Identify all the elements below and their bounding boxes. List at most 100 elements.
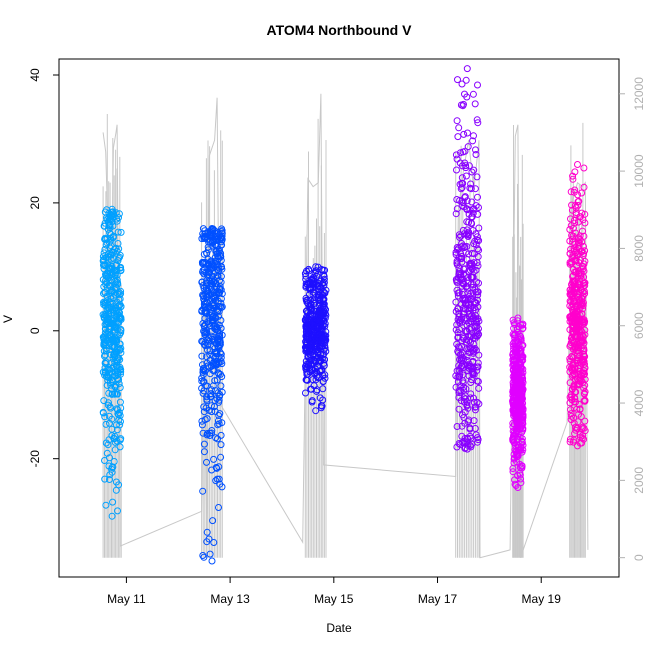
data-point [569,273,577,280]
data-point [206,429,214,437]
data-point [200,440,208,448]
data-point [514,314,522,322]
data-point [455,124,463,132]
data-point [581,370,588,378]
data-point [209,517,217,525]
data-point [111,351,119,358]
data-point [106,265,114,273]
data-point [566,379,574,387]
data-point [105,238,113,246]
data-point [580,389,588,397]
data-point [514,396,522,404]
y-tick-label: 20 [28,196,42,210]
data-point [311,299,319,307]
data-point [578,434,586,442]
data-point [204,243,212,251]
data-point [575,381,582,389]
data-point [473,116,481,124]
data-point [510,319,518,327]
data-point [110,321,118,329]
data-point [109,390,117,398]
data-point [518,464,526,472]
data-point [106,332,114,340]
data-point [581,247,589,255]
data-point [573,285,581,293]
data-point [199,361,206,369]
data-point [472,299,480,307]
data-point [475,351,483,359]
data-point [566,342,574,350]
data-point [215,289,223,297]
data-point [454,378,462,386]
data-point [304,370,312,378]
data-point [455,231,463,239]
data-point [470,166,478,174]
data-point [518,325,526,333]
data-point [209,319,216,327]
plot-frame [58,58,620,578]
data-point [474,119,482,127]
data-point [305,315,313,323]
data-point [113,405,121,413]
data-point [580,183,588,191]
data-point [213,233,221,240]
data-point [455,405,463,413]
data-point [116,346,124,354]
data-point [574,191,582,199]
data-point [200,448,208,456]
data-point [214,272,222,280]
y-right-tick-label: 8000 [632,235,646,262]
data-point [516,433,524,441]
data-point [453,443,461,451]
data-point [455,394,463,401]
data-point [571,219,579,227]
data-point [109,498,117,506]
data-point [304,279,312,287]
data-point [117,287,125,295]
x-tick-label: May 17 [418,592,458,606]
data-point [307,330,315,338]
data-point [459,199,467,207]
data-point [575,326,583,334]
data-point [201,329,209,337]
data-point [575,344,583,352]
data-point [474,210,482,218]
data-point [572,257,580,265]
data-point [472,266,480,274]
data-point [469,368,477,376]
data-point [109,378,117,386]
data-point [580,316,588,324]
data-point [464,233,472,240]
data-point [114,228,122,236]
data-point [320,271,328,279]
x-axis: May 11 May 13 May 15 May 17 May 19 [107,577,561,606]
data-point [453,155,461,163]
data-point [468,440,476,448]
data-point [458,337,466,345]
data-point [452,298,460,306]
data-point [212,352,220,360]
data-point [461,193,469,201]
data-point [461,408,469,416]
data-point [112,337,120,344]
data-point [575,267,583,275]
data-point [455,373,463,381]
data-point [574,424,581,432]
data-point [114,507,121,515]
data-point [103,235,111,243]
data-point [200,300,208,308]
data-point [513,453,521,461]
data-point [464,229,472,237]
data-point [101,351,109,359]
data-point [208,335,216,343]
data-point [302,324,310,332]
data-point [454,76,461,84]
data-point [465,337,473,345]
data-point [515,389,523,397]
data-point [303,307,311,315]
y-axis-left: -20 0 20 40 [28,68,59,467]
data-point [310,273,317,281]
data-point [302,294,310,302]
data-point [465,349,473,356]
data-point [116,421,124,429]
